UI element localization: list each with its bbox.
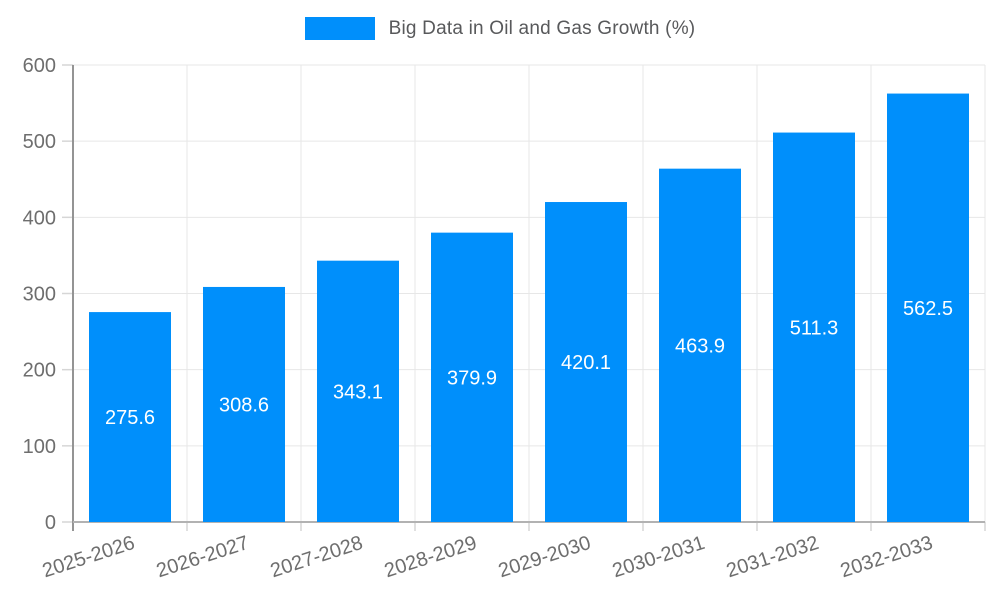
x-tick-label: 2029-2030 <box>496 532 594 582</box>
x-tick-label: 2026-2027 <box>154 532 252 582</box>
bar[interactable] <box>431 232 513 523</box>
bar[interactable] <box>659 168 741 522</box>
bar[interactable] <box>773 132 855 523</box>
x-tick-label: 2032-2033 <box>838 532 936 582</box>
bar-value-label: 562.5 <box>903 298 953 320</box>
legend[interactable]: Big Data in Oil and Gas Growth (%) <box>0 17 1000 40</box>
x-tick-label: 2027-2028 <box>268 532 366 582</box>
x-tick-label: 2030-2031 <box>610 532 708 582</box>
bar[interactable] <box>317 260 399 522</box>
bar-value-label: 275.6 <box>105 407 155 429</box>
bar[interactable] <box>887 93 969 522</box>
bar-value-label: 463.9 <box>675 335 725 357</box>
bar-value-label: 308.6 <box>219 394 269 416</box>
legend-swatch <box>304 17 375 40</box>
bar-value-label: 379.9 <box>447 367 497 389</box>
y-tick-label: 200 <box>23 360 56 382</box>
bar-value-label: 511.3 <box>790 317 839 339</box>
y-tick-label: 500 <box>23 131 56 153</box>
bar[interactable] <box>545 202 627 522</box>
legend-label: Big Data in Oil and Gas Growth (%) <box>388 17 696 39</box>
bar-value-label: 420.1 <box>561 352 611 374</box>
bar[interactable] <box>203 286 285 522</box>
bar[interactable] <box>89 312 171 522</box>
x-tick-label: 2028-2029 <box>382 532 480 582</box>
y-tick-label: 300 <box>23 284 56 306</box>
y-tick-label: 0 <box>45 512 56 534</box>
y-tick-label: 600 <box>23 55 56 77</box>
bar-value-label: 343.1 <box>333 381 383 403</box>
x-tick-label: 2031-2032 <box>724 532 822 582</box>
x-tick-label: 2025-2026 <box>40 532 138 582</box>
y-tick-label: 100 <box>23 436 56 458</box>
y-tick-label: 400 <box>23 207 56 229</box>
